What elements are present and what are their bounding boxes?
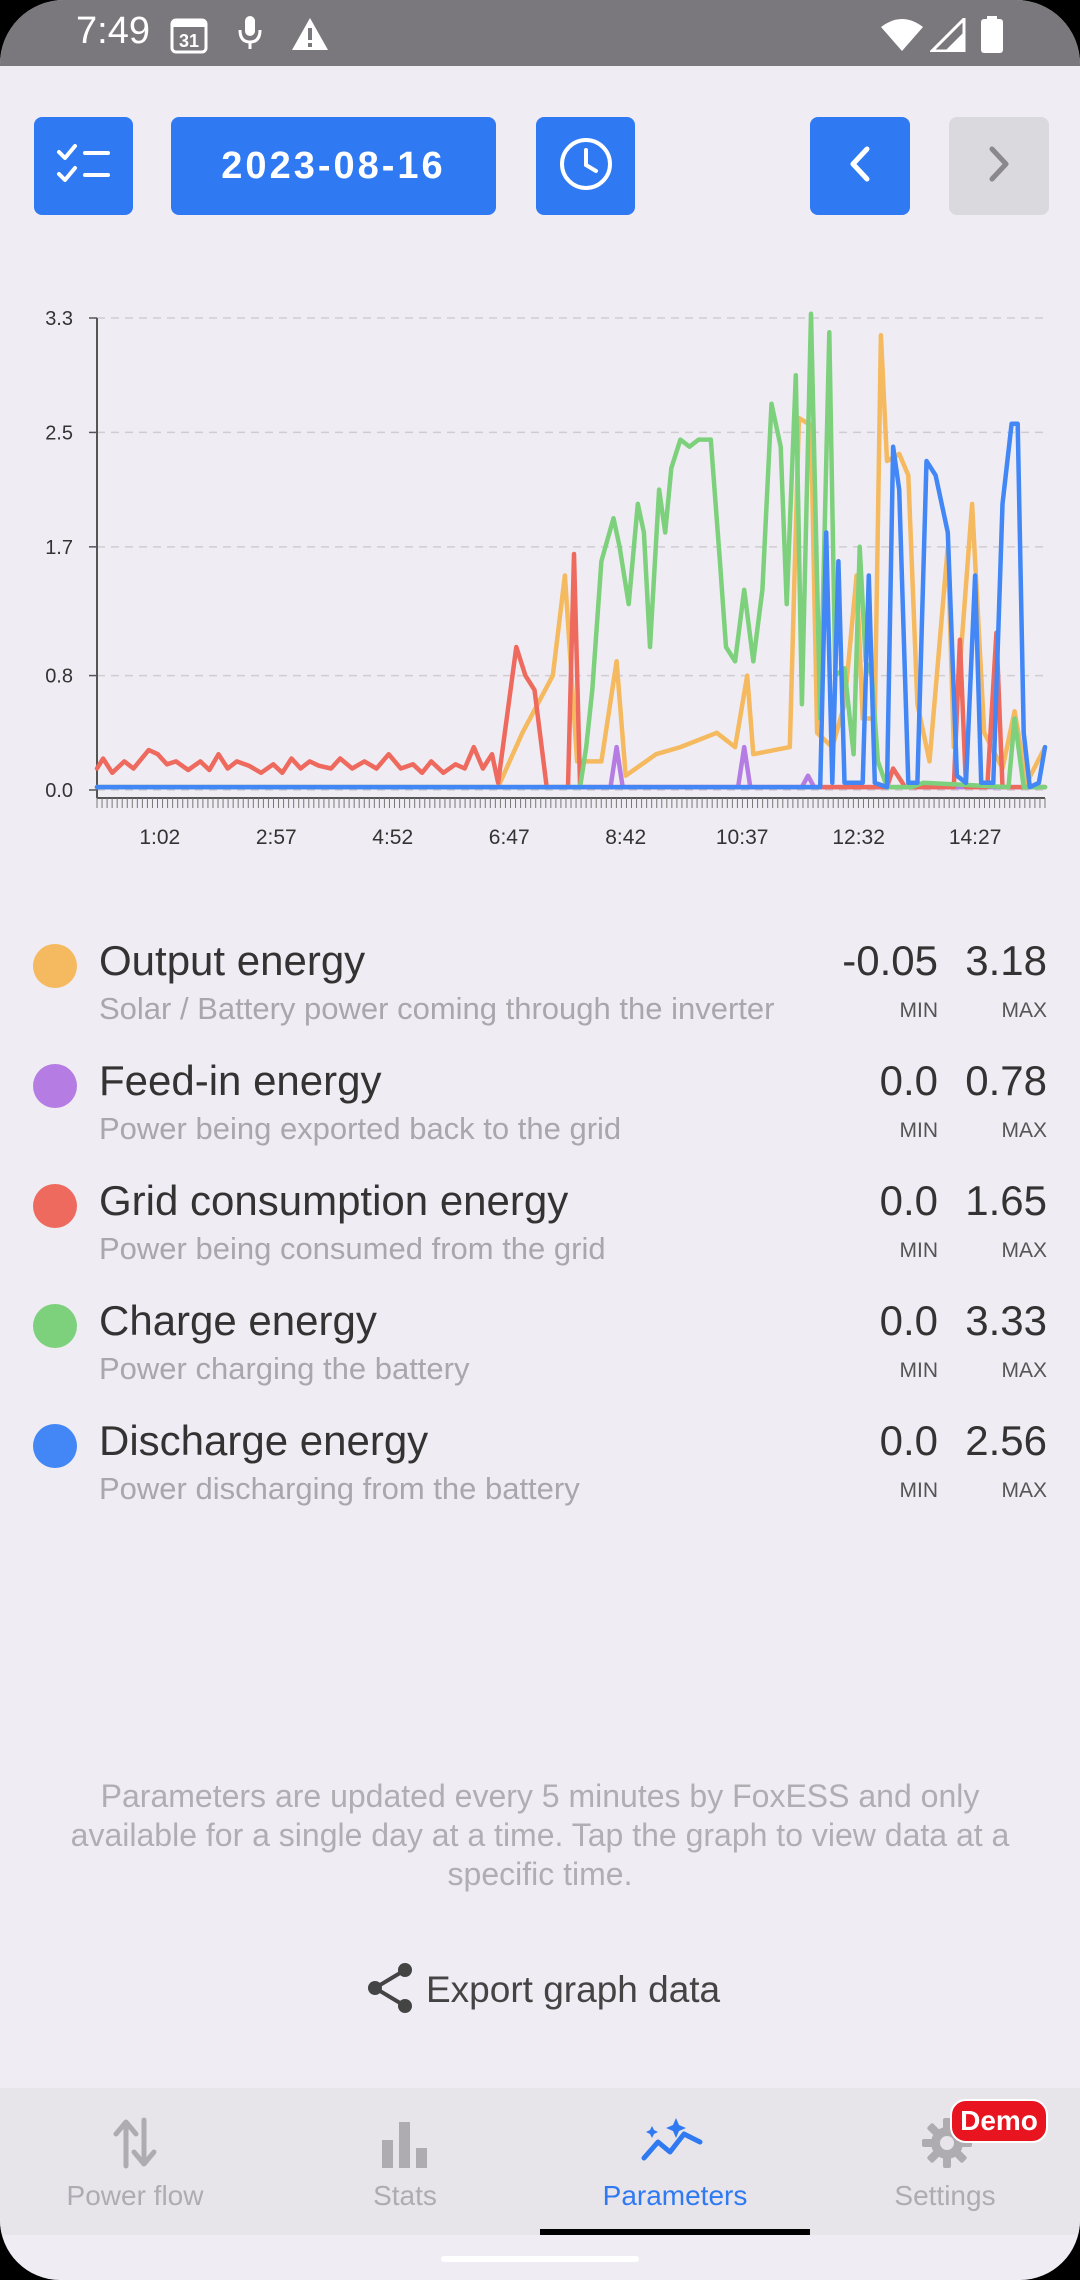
legend-max-value: 2.56: [965, 1417, 1047, 1464]
legend-title: Output energy: [99, 937, 366, 984]
signal-icon: [928, 15, 966, 57]
legend-row: Charge energy Power charging the battery 0…: [0, 1297, 1080, 1407]
legend-row: Grid consumption energy Power being consu…: [0, 1177, 1080, 1287]
legend-max-label: MAX: [1001, 999, 1047, 1022]
legend-title: Discharge energy: [99, 1417, 429, 1464]
time-button[interactable]: [536, 117, 635, 215]
legend-max-label: MAX: [1001, 1119, 1047, 1142]
x-tick-label: 12:32: [832, 826, 885, 849]
legend-max-label: MAX: [1001, 1239, 1047, 1262]
legend-min-label: MIN: [899, 1359, 939, 1382]
legend-color-dot: [33, 1304, 77, 1348]
clock-icon: [558, 136, 614, 197]
legend-subtitle: Solar / Battery power coming through the…: [99, 991, 775, 1026]
legend-min-value: -0.05: [842, 937, 938, 984]
export-label: Export graph data: [426, 1969, 721, 2010]
warning-icon: [290, 16, 330, 57]
mic-icon: [237, 14, 263, 57]
nav-label-parameters: Parameters: [602, 2180, 748, 2211]
legend-min-label: MIN: [899, 1119, 939, 1142]
energy-chart[interactable]: 3.3 2.5 1.7 0.8 0.0 1:02 2:57 4:52 6:47 8:42 10:37…: [0, 280, 1080, 860]
checklist-button[interactable]: [34, 117, 133, 215]
chevron-right-icon: [984, 144, 1014, 189]
wifi-icon: [880, 18, 924, 57]
chart-svg[interactable]: 3.3 2.5 1.7 0.8 0.0 1:02 2:57 4:52 6:47 8:42 10:37…: [0, 280, 1080, 860]
legend-color-dot: [33, 1184, 77, 1228]
series-line: [94, 311, 1048, 790]
y-tick-label: 0.0: [45, 780, 73, 802]
legend-row: Feed-in energy Power being exported back …: [0, 1057, 1080, 1167]
legend-max-value: 3.33: [965, 1297, 1047, 1344]
legend-max-value: 3.18: [965, 937, 1047, 984]
legend-min-label: MIN: [899, 1239, 939, 1262]
legend-max-label: MAX: [1001, 1479, 1047, 1502]
x-tick-label: 8:42: [605, 826, 646, 849]
footer-note: Parameters are updated every 5 minutes b…: [70, 1778, 1010, 1892]
status-time: 7:49: [76, 10, 150, 52]
battery-icon: [980, 16, 1004, 59]
bottom-navigation: Power flow Stats Parameters: [0, 2088, 1080, 2235]
legend-color-dot: [33, 1064, 77, 1108]
legend-color-dot: [33, 944, 77, 988]
legend-row: Output energy Solar / Battery power comin…: [0, 937, 1080, 1047]
legend-min-label: MIN: [899, 999, 939, 1022]
legend-subtitle: Power being consumed from the grid: [99, 1231, 606, 1266]
export-graph-button[interactable]: Export graph data: [360, 1955, 720, 2025]
nav-label-settings: Settings: [894, 2180, 996, 2211]
nav-selected-indicator: [540, 2229, 810, 2235]
legend-min-value: 0.0: [879, 1057, 938, 1104]
arrows-updown-icon: [110, 2116, 160, 2175]
x-tick-label: 1:02: [139, 826, 180, 849]
series-line: [94, 744, 1048, 790]
calendar-day: 31: [179, 31, 199, 51]
legend-max-value: 0.78: [965, 1057, 1047, 1104]
nav-label-power-flow: Power flow: [66, 2180, 204, 2211]
y-tick-label: 0.8: [45, 666, 73, 688]
date-button[interactable]: 2023-08-16: [171, 117, 496, 215]
legend-title: Grid consumption energy: [99, 1177, 569, 1224]
share-icon: [360, 1958, 420, 2023]
legend-min-value: 0.0: [879, 1417, 938, 1464]
legend-min-value: 0.0: [879, 1177, 938, 1224]
x-tick-label: 10:37: [716, 826, 769, 849]
y-tick-label: 1.7: [45, 537, 73, 559]
chevron-left-icon: [845, 144, 875, 189]
nav-parameters[interactable]: Parameters: [540, 2088, 810, 2235]
status-bar: 7:49 31: [0, 0, 1080, 66]
nav-power-flow[interactable]: Power flow: [0, 2088, 270, 2235]
nav-stats[interactable]: Stats: [270, 2088, 540, 2235]
legend-subtitle: Power discharging from the battery: [99, 1471, 580, 1506]
legend-min-label: MIN: [899, 1479, 939, 1502]
previous-day-button[interactable]: [810, 117, 910, 215]
y-tick-label: 3.3: [45, 308, 73, 330]
legend-min-value: 0.0: [879, 1297, 938, 1344]
nav-label-stats: Stats: [373, 2180, 437, 2211]
checklist-icon: [56, 142, 112, 191]
calendar-icon: 31: [170, 16, 208, 59]
x-tick-label: 6:47: [489, 826, 530, 849]
legend-title: Charge energy: [99, 1297, 377, 1344]
x-tick-label: 4:52: [372, 826, 413, 849]
legend-subtitle: Power being exported back to the grid: [99, 1111, 622, 1146]
legend-color-dot: [33, 1424, 77, 1468]
bar-chart-icon: [380, 2116, 430, 2175]
x-tick-label: 2:57: [256, 826, 297, 849]
demo-badge: Demo: [950, 2099, 1048, 2143]
legend-title: Feed-in energy: [99, 1057, 382, 1104]
sparkline-icon: [640, 2116, 706, 2175]
legend-max-value: 1.65: [965, 1177, 1047, 1224]
legend-subtitle: Power charging the battery: [99, 1351, 470, 1386]
legend-max-label: MAX: [1001, 1359, 1047, 1382]
gesture-bar[interactable]: [441, 2256, 639, 2262]
nav-settings[interactable]: Settings: [810, 2088, 1080, 2235]
legend-row: Discharge energy Power discharging from t…: [0, 1417, 1080, 1527]
x-tick-label: 14:27: [949, 826, 1002, 849]
next-day-button[interactable]: [949, 117, 1049, 215]
series-line: [94, 421, 1048, 790]
y-tick-label: 2.5: [45, 422, 73, 444]
